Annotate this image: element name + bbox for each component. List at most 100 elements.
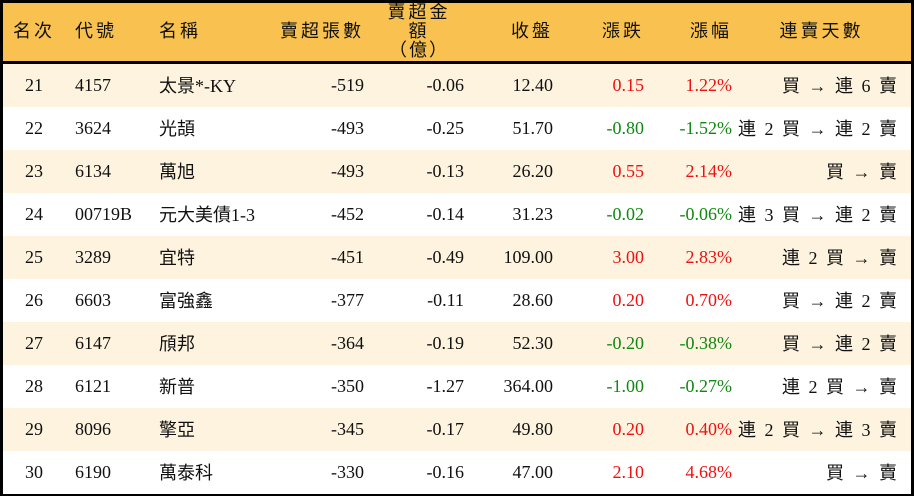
table-row[interactable]: 23 6134 萬旭 -493 -0.13 26.20 0.55 2.14% 買… [3,149,911,193]
code-cell[interactable]: 6190 [75,461,111,482]
change-cell: 0.20 [612,289,645,310]
rank-cell: 29 [25,418,43,439]
header-streak[interactable]: 連賣天數 [779,21,864,42]
table-row[interactable]: 29 8096 擎亞 -345 -0.17 49.80 0.20 0.40% 連… [3,407,911,451]
net-sell-amount-cell: -0.19 [426,332,465,353]
code-cell[interactable]: 6147 [75,332,111,353]
streak-cell: 連 2 買 → 賣 [782,248,899,268]
name-cell[interactable]: 新普 [159,377,195,397]
net-sell-lots-cell: -377 [331,289,364,310]
streak-cell: 買 → 連 6 賣 [782,76,899,96]
net-sell-lots-cell: -493 [331,160,364,181]
change-cell: 0.15 [612,74,645,95]
header-change-pct[interactable]: 漲幅 [690,21,732,42]
table-row[interactable]: 25 3289 宜特 -451 -0.49 109.00 3.00 2.83% … [3,235,911,279]
change-cell: -1.00 [606,375,645,396]
streak-cell: 連 2 買 → 連 3 賣 [738,420,899,440]
name-cell[interactable]: 擎亞 [159,420,195,440]
table-row[interactable]: 28 6121 新普 -350 -1.27 364.00 -1.00 -0.27… [3,364,911,408]
net-sell-amount-cell: -0.11 [427,289,464,310]
table-row[interactable]: 22 3624 光頡 -493 -0.25 51.70 -0.80 -1.52%… [3,106,911,150]
change-cell: 2.10 [612,461,645,482]
change-cell: -0.80 [606,117,645,138]
change-cell: -0.20 [606,332,645,353]
code-cell[interactable]: 3289 [75,246,111,267]
net-sell-lots-cell: -364 [331,332,364,353]
rank-cell: 25 [25,246,43,267]
code-cell[interactable]: 4157 [75,74,111,95]
code-cell[interactable]: 6134 [75,160,111,181]
rank-cell: 23 [25,160,43,181]
change-pct-cell: -0.06% [679,203,733,224]
change-cell: 3.00 [612,246,645,267]
change-cell: 0.20 [612,418,645,439]
change-pct-cell: 2.83% [685,246,733,267]
net-sell-lots-cell: -493 [331,117,364,138]
change-cell: 0.55 [612,160,645,181]
header-net-sell-amount-label: 賣超金額 [387,2,451,42]
rank-cell: 26 [25,289,43,310]
rank-cell: 21 [25,74,43,95]
code-cell[interactable]: 8096 [75,418,111,439]
change-pct-cell: 0.70% [685,289,733,310]
table-row[interactable]: 24 00719B 元大美債1-3 -452 -0.14 31.23 -0.02… [3,192,911,236]
name-cell[interactable]: 頎邦 [159,334,195,354]
code-cell[interactable]: 6121 [75,375,111,396]
change-pct-cell: 1.22% [685,74,733,95]
rank-cell: 22 [25,117,43,138]
name-cell[interactable]: 太景*-KY [159,76,236,96]
rank-cell: 24 [25,203,43,224]
net-sell-lots-cell: -330 [331,461,364,482]
change-pct-cell: -1.52% [679,117,733,138]
streak-cell: 連 2 買 → 連 2 賣 [738,119,899,139]
rank-cell: 28 [25,375,43,396]
net-sell-amount-cell: -0.25 [426,117,465,138]
code-cell[interactable]: 00719B [75,203,133,224]
net-sell-amount-cell: -0.16 [426,461,465,482]
header-net-sell-lots[interactable]: 賣超張數 [280,21,364,42]
streak-cell: 買 → 連 2 賣 [782,291,899,311]
change-pct-cell: 4.68% [685,461,733,482]
code-cell[interactable]: 3624 [75,117,111,138]
header-close[interactable]: 收盤 [511,21,553,42]
name-cell[interactable]: 富強鑫 [159,291,213,311]
table-row[interactable]: 26 6603 富強鑫 -377 -0.11 28.60 0.20 0.70% … [3,278,911,322]
change-pct-cell: 2.14% [685,160,733,181]
change-pct-cell: -0.38% [679,332,733,353]
close-cell: 51.70 [512,117,554,138]
name-cell[interactable]: 光頡 [159,119,195,139]
table-header-row: 名次 代號 名稱 賣超張數 賣超金額 （億） 收盤 漲跌 漲幅 連賣天數 [3,3,911,62]
table-row[interactable]: 21 4157 太景*-KY -519 -0.06 12.40 0.15 1.2… [3,62,911,107]
close-cell: 109.00 [503,246,554,267]
code-cell[interactable]: 6603 [75,289,111,310]
close-cell: 31.23 [512,203,554,224]
net-sell-lots-cell: -452 [331,203,364,224]
header-net-sell-amount-unit: （億） [389,40,449,61]
name-cell[interactable]: 元大美債1-3 [159,205,255,225]
streak-cell: 買 → 賣 [826,162,899,182]
name-cell[interactable]: 宜特 [159,248,195,268]
net-sell-amount-cell: -1.27 [426,375,465,396]
net-sell-lots-cell: -350 [331,375,364,396]
name-cell[interactable]: 萬泰科 [159,463,213,483]
change-cell: -0.02 [606,203,645,224]
header-change[interactable]: 漲跌 [602,21,644,42]
net-sell-lots-cell: -519 [331,74,364,95]
change-pct-cell: 0.40% [685,418,733,439]
table-row[interactable]: 30 6190 萬泰科 -330 -0.16 47.00 2.10 4.68% … [3,450,911,494]
net-sell-lots-cell: -345 [331,418,364,439]
header-net-sell-amount[interactable]: 賣超金額 （億） [364,3,464,62]
header-name[interactable]: 名稱 [159,21,201,42]
header-code[interactable]: 代號 [75,21,117,42]
net-sell-amount-cell: -0.06 [426,74,465,95]
rank-cell: 30 [25,461,43,482]
header-rank[interactable]: 名次 [13,21,55,42]
streak-cell: 買 → 連 2 賣 [782,334,899,354]
change-pct-cell: -0.27% [679,375,733,396]
streak-cell: 連 3 買 → 連 2 賣 [738,205,899,225]
table-row[interactable]: 27 6147 頎邦 -364 -0.19 52.30 -0.20 -0.38%… [3,321,911,365]
close-cell: 52.30 [512,332,554,353]
name-cell[interactable]: 萬旭 [159,162,195,182]
streak-cell: 買 → 賣 [826,463,899,483]
